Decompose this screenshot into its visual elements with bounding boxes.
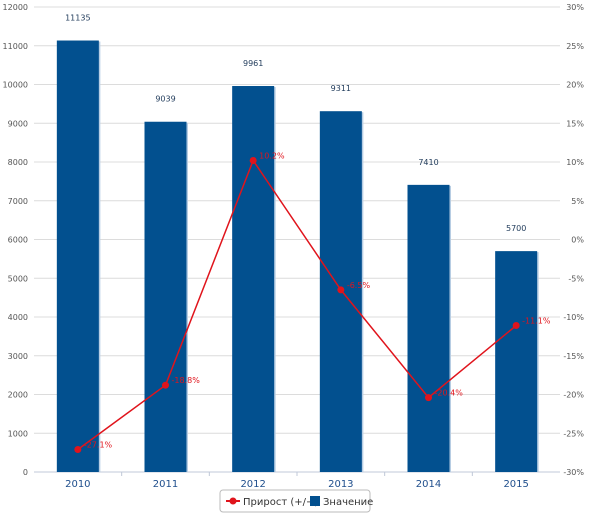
bar-2011 bbox=[144, 121, 187, 473]
left-axis-ticks: 0 1000 2000 3000 4000 5000 6000 7000 8000 9000 100… bbox=[3, 3, 28, 477]
growth-point bbox=[249, 156, 257, 164]
left-tick-label: 6000 bbox=[8, 236, 28, 245]
growth-point bbox=[74, 446, 82, 454]
growth-point bbox=[337, 286, 345, 294]
x-tick-label: 2013 bbox=[328, 479, 353, 490]
bar-value-label: 9039 bbox=[155, 95, 175, 104]
legend-item-growth[interactable]: Прирост (+/−) bbox=[243, 497, 318, 508]
right-tick-label: -5% bbox=[568, 274, 584, 283]
growth-value-label: -11.1% bbox=[522, 317, 551, 326]
left-tick-label: 12000 bbox=[3, 3, 28, 12]
bars: 11135 9039 9961 9311 7410 5700 bbox=[56, 14, 539, 473]
right-tick-label: -20% bbox=[563, 391, 584, 400]
right-tick-label: -30% bbox=[563, 468, 584, 477]
growth-value-label: -27.1% bbox=[84, 441, 113, 450]
gridlines bbox=[34, 6, 560, 473]
bar-2015 bbox=[495, 251, 538, 472]
x-tick-label: 2011 bbox=[153, 479, 178, 490]
left-tick-label: 1000 bbox=[8, 429, 28, 438]
right-tick-label: -15% bbox=[563, 352, 584, 361]
right-tick-label: 10% bbox=[566, 158, 584, 167]
right-axis-ticks: -30% -25% -20% -15% -10% -5% 0% 5% 10% 15% 20% 25% 3… bbox=[563, 3, 584, 477]
left-tick-label: 3000 bbox=[8, 352, 28, 361]
x-tick-label: 2010 bbox=[65, 479, 90, 490]
right-tick-label: -10% bbox=[563, 313, 584, 322]
bar-value-label: 9961 bbox=[243, 59, 263, 68]
growth-value-label: -18.8% bbox=[172, 376, 201, 385]
left-tick-label: 4000 bbox=[8, 313, 28, 322]
left-tick-label: 11000 bbox=[3, 42, 28, 51]
growth-point bbox=[162, 381, 169, 389]
left-tick-label: 0 bbox=[23, 468, 28, 477]
bar-value-label: 11135 bbox=[65, 14, 90, 23]
growth-point bbox=[512, 322, 520, 330]
left-tick-label: 9000 bbox=[8, 119, 28, 128]
growth-value-label: -6.5% bbox=[347, 281, 371, 290]
right-tick-label: 5% bbox=[571, 197, 584, 206]
right-tick-label: 20% bbox=[566, 81, 584, 90]
bar-2014 bbox=[407, 184, 450, 473]
growth-value-label: 10.2% bbox=[259, 151, 285, 160]
legend-bar-swatch-icon bbox=[310, 496, 320, 506]
growth-line: -27.1% -18.8% 10.2% -6.5% -20.4% -11.1% bbox=[74, 151, 551, 454]
growth-point bbox=[425, 394, 432, 402]
x-tick-label: 2014 bbox=[416, 479, 441, 490]
bar-value-label: 5700 bbox=[506, 224, 526, 233]
x-tick-label: 2012 bbox=[240, 479, 265, 490]
left-tick-label: 8000 bbox=[8, 158, 28, 167]
right-tick-label: 30% bbox=[566, 3, 584, 12]
left-tick-label: 2000 bbox=[8, 391, 28, 400]
bar-value-label: 7410 bbox=[418, 158, 438, 167]
bar-2010 bbox=[56, 40, 99, 473]
right-tick-label: -25% bbox=[563, 429, 584, 438]
growth-value-label: -20.4% bbox=[435, 389, 464, 398]
right-tick-label: 0% bbox=[571, 236, 584, 245]
bar-value-label: 9311 bbox=[331, 84, 351, 93]
left-tick-label: 5000 bbox=[8, 274, 28, 283]
legend[interactable]: Прирост (+/−) Значение bbox=[219, 489, 373, 513]
left-tick-label: 10000 bbox=[3, 81, 28, 90]
legend-line-marker-icon bbox=[229, 497, 237, 505]
x-tick-label: 2015 bbox=[503, 479, 528, 490]
x-axis: 2010 2011 2012 2013 2014 2015 bbox=[65, 472, 529, 490]
legend-item-value[interactable]: Значение bbox=[323, 497, 373, 508]
bar-2012 bbox=[232, 86, 275, 472]
right-tick-label: 25% bbox=[566, 42, 584, 51]
growth-line-path bbox=[77, 158, 517, 451]
left-tick-label: 7000 bbox=[8, 197, 28, 206]
right-tick-label: 15% bbox=[566, 119, 584, 128]
